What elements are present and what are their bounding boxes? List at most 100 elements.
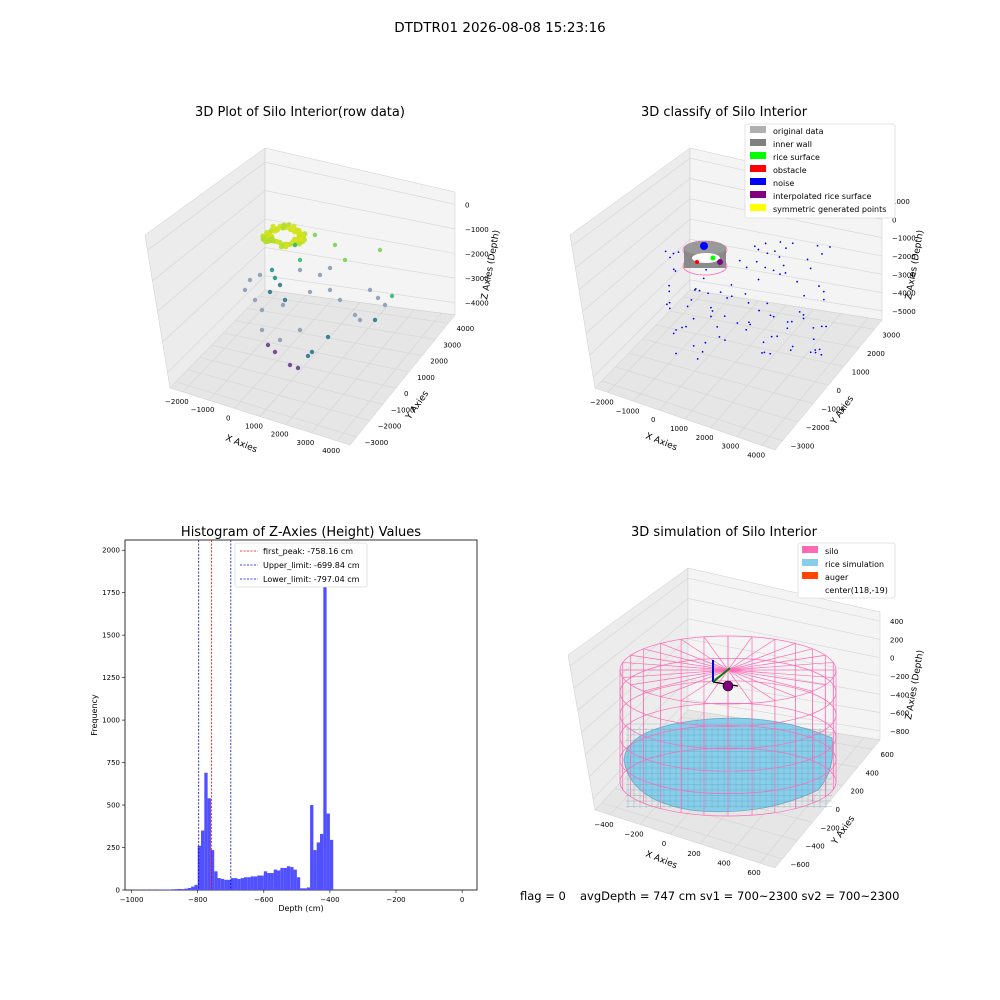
legend-label: Upper_limit: -699.84 cm <box>263 561 360 570</box>
grid-line <box>259 302 361 417</box>
grid-line <box>601 380 783 441</box>
noise-point <box>753 245 756 248</box>
x-tick-label: −400 <box>594 821 613 829</box>
hist-bar <box>316 842 321 890</box>
data-point <box>325 334 331 340</box>
legend-label: silo <box>825 547 839 556</box>
noise-point <box>818 348 821 351</box>
noise-point <box>763 351 766 354</box>
y-tick-label: 2000 <box>430 358 448 366</box>
noise-point <box>779 241 782 243</box>
noise-point <box>757 278 760 281</box>
data-point <box>367 287 373 293</box>
noise-point <box>675 329 677 331</box>
y-tick-label: 2000 <box>102 547 120 555</box>
noise-point <box>698 289 701 292</box>
data-point <box>257 272 263 278</box>
hist-bar <box>329 839 334 890</box>
data-point <box>272 275 278 281</box>
hist-bar <box>267 873 271 890</box>
data-point <box>259 307 265 313</box>
y-tick-label: −600 <box>791 861 810 869</box>
z-tick-label: 0 <box>892 216 896 224</box>
data-point <box>297 327 303 333</box>
grid-line <box>264 161 456 205</box>
grid-line <box>259 295 449 324</box>
sim-z-ticks: 400 200 0 −200 −400 −600 −800 <box>890 618 909 736</box>
noise-point <box>748 321 750 324</box>
noise-point <box>778 256 781 258</box>
noise-point <box>718 336 721 338</box>
noise-point <box>791 242 794 245</box>
grid-line <box>199 357 383 405</box>
noise-point <box>707 292 709 295</box>
data-point <box>372 317 378 323</box>
silo-spoke <box>727 669 796 697</box>
noise-point <box>769 352 772 355</box>
grid-line <box>264 247 456 279</box>
x-tick-label: −200 <box>624 831 643 839</box>
grid-line <box>285 305 388 425</box>
classify-y-ticks: −3000 −2000 −1000 0 1000 2000 3000 <box>791 331 901 450</box>
noise-point <box>672 268 675 271</box>
y-tick-label: −400 <box>806 843 825 851</box>
hist-bar <box>191 886 195 890</box>
data-point <box>272 349 278 355</box>
y-tick-label: 2000 <box>867 350 885 358</box>
x-tick-label: 4000 <box>747 452 765 460</box>
data-point <box>389 293 395 299</box>
noise-point <box>726 297 729 299</box>
noise-point <box>776 335 779 338</box>
data-point <box>270 238 276 244</box>
noise-point <box>668 290 671 293</box>
x-tick-label: 0 <box>226 414 230 422</box>
legend-swatch <box>750 191 766 198</box>
noise-point <box>704 341 707 344</box>
noise-point <box>769 314 772 317</box>
hist-bar <box>313 850 317 890</box>
data-point <box>263 239 269 245</box>
hist-bar <box>210 850 215 890</box>
x-tick-label: 200 <box>687 850 700 858</box>
noise-point <box>747 301 750 304</box>
data-point <box>317 272 323 278</box>
grid-line <box>578 198 691 290</box>
x-tick-label: 4000 <box>322 447 340 455</box>
z-tick-label: 1000 <box>892 198 910 206</box>
legend-swatch <box>802 572 818 579</box>
noise-point <box>738 259 741 262</box>
grid-line <box>687 699 881 732</box>
noise-point <box>702 277 705 280</box>
silo-spoke <box>703 636 729 671</box>
noise-point <box>730 283 733 286</box>
noise-point <box>692 344 695 347</box>
legend-label: Lower_limit: -797.04 cm <box>263 575 360 584</box>
grid-line <box>615 366 799 423</box>
grid-line <box>683 296 875 330</box>
data-point <box>357 317 363 323</box>
data-point <box>275 239 281 245</box>
x-tick-label: 3000 <box>297 439 315 447</box>
noise-point <box>820 353 823 356</box>
legend-label: auger <box>825 573 849 582</box>
grid-line <box>264 190 456 230</box>
hist-legend: first_peak: -758.16 cm Upper_limit: -699.… <box>234 542 368 588</box>
y-tick-label: 600 <box>881 751 894 759</box>
hist-bar <box>310 805 314 890</box>
hist-bar <box>194 884 198 890</box>
footer-flag: flag = 0 <box>520 889 566 903</box>
data-point <box>282 297 288 303</box>
hist-bar <box>247 877 251 890</box>
hist-bar <box>201 830 205 890</box>
noise-point <box>701 350 704 353</box>
hist-vlines <box>198 540 232 890</box>
x-tick-label: 3000 <box>722 443 740 451</box>
y-tick-label: 3000 <box>443 341 461 349</box>
sim-auger <box>712 660 739 692</box>
noise-point <box>677 251 680 253</box>
noise-point <box>809 267 812 270</box>
noise-point <box>812 326 815 329</box>
grid-line <box>687 638 881 677</box>
sim-zlabel: Z Axies (Depth) <box>904 649 926 720</box>
grid-line <box>581 638 689 733</box>
